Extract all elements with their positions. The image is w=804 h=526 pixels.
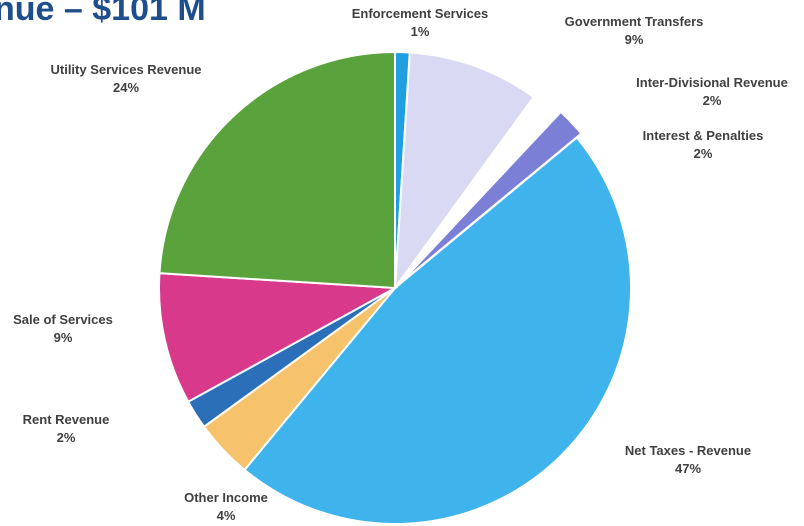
slice-label: Enforcement Services bbox=[352, 6, 489, 21]
slice-value-label: 9% bbox=[54, 330, 73, 345]
slice-label: Interest & Penalties bbox=[643, 128, 764, 143]
pie-slice-utility-services-revenue bbox=[158, 50, 396, 290]
slice-value-label: 1% bbox=[411, 24, 430, 39]
chart-title: nue – $101 M bbox=[0, 0, 206, 28]
slice-label: Rent Revenue bbox=[23, 412, 110, 427]
slice-value-label: 47% bbox=[675, 461, 701, 476]
slice-label: Sale of Services bbox=[13, 312, 113, 327]
slice-label: Net Taxes - Revenue bbox=[625, 443, 751, 458]
slice-label: Government Transfers bbox=[565, 14, 704, 29]
pie-slice-net-taxes-revenue bbox=[243, 136, 632, 525]
slice-value-label: 2% bbox=[57, 430, 76, 445]
slice-value-label: 9% bbox=[625, 32, 644, 47]
slice-value-label: 2% bbox=[694, 146, 713, 161]
slice-value-label: 24% bbox=[113, 80, 139, 95]
pie-slice-interest-penalties bbox=[398, 110, 583, 285]
pie-slice-sale-of-services bbox=[158, 272, 399, 404]
slice-value-label: 2% bbox=[703, 93, 722, 108]
pie-slice-government-transfers bbox=[393, 51, 536, 292]
slice-value-label: 4% bbox=[217, 508, 236, 523]
slice-label: Inter-Divisional Revenue bbox=[636, 75, 788, 90]
slice-label: Other Income bbox=[184, 490, 268, 505]
slice-label: Utility Services Revenue bbox=[50, 62, 201, 77]
